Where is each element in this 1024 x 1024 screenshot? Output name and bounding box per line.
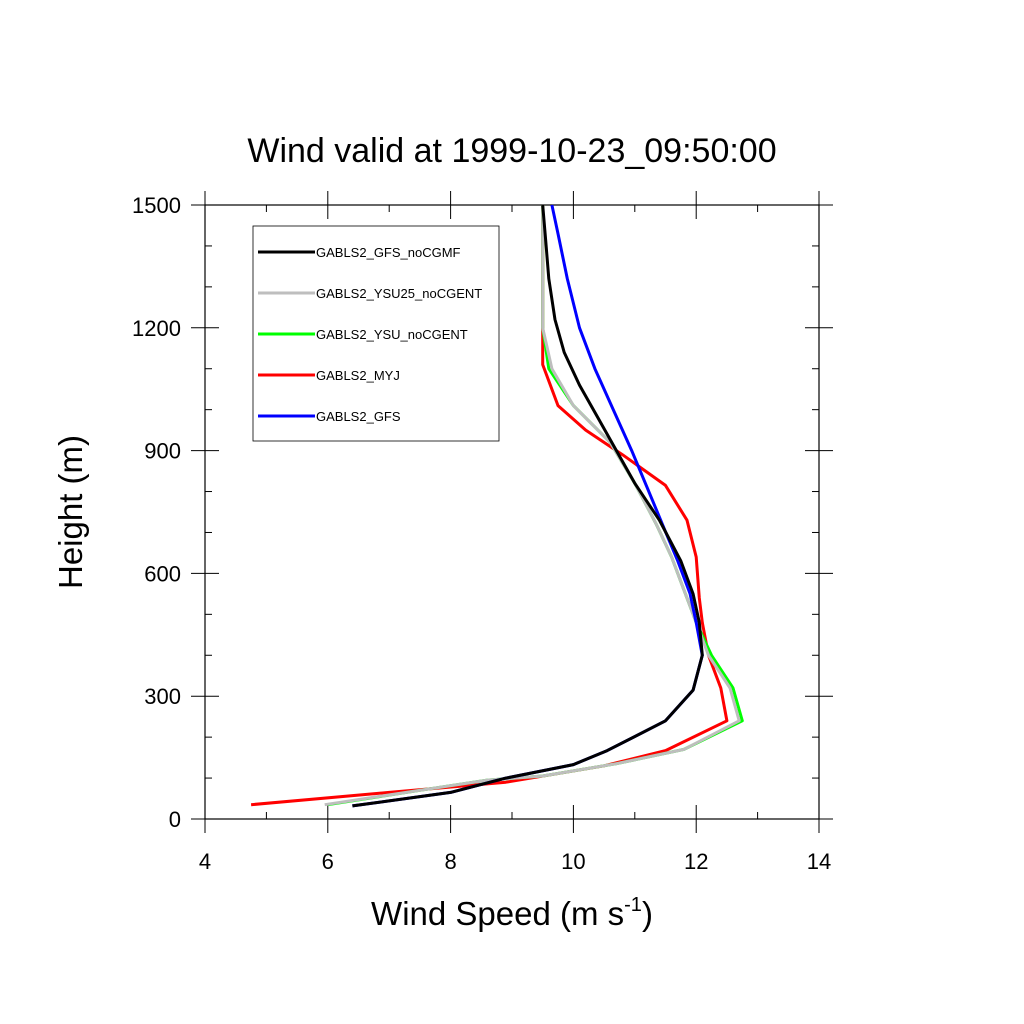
y-tick-label: 900 [144,439,181,464]
legend-box [252,225,500,442]
x-axis-tick-labels: 4 6 8 10 12 14 [199,849,831,874]
chart-title: Wind valid at 1999-10-23_09:50:00 [247,132,776,170]
x-tick-label: 14 [807,849,831,874]
x-axis-label-close: ) [642,895,653,932]
y-tick-label: 0 [169,807,181,832]
x-axis-label-superscript: -1 [624,894,642,916]
x-tick-label: 8 [444,849,456,874]
x-tick-label: 4 [199,849,211,874]
series-lines [250,204,744,808]
legend: GABLS2_GFS_noCGMF GABLS2_YSU25_noCGENT GAB… [252,225,500,442]
x-axis-label-main: Wind Speed (m s [371,895,624,932]
y-tick-label: 1200 [132,316,181,341]
y-axis-tick-labels: 0 300 600 900 1200 1500 [132,193,181,832]
x-tick-label: 6 [322,849,334,874]
x-tick-label: 12 [684,849,708,874]
axis-ticks [191,191,833,833]
series-line-gabls2-ysu25-nocgent [324,205,741,807]
series-line-gabls2-gfs-nocgmf [352,204,704,808]
legend-label: GABLS2_GFS_noCGMF [316,245,461,260]
y-axis-label: Height (m) [52,435,89,589]
legend-label: GABLS2_GFS [316,409,401,424]
legend-label: GABLS2_MYJ [316,368,400,383]
x-axis-label: Wind Speed (m s-1) [371,894,653,932]
y-tick-label: 1500 [132,193,181,218]
y-tick-label: 600 [144,561,181,586]
y-tick-label: 300 [144,684,181,709]
x-tick-label: 10 [561,849,585,874]
legend-label: GABLS2_YSU_noCGENT [316,327,468,342]
legend-label: GABLS2_YSU25_noCGENT [316,286,482,301]
